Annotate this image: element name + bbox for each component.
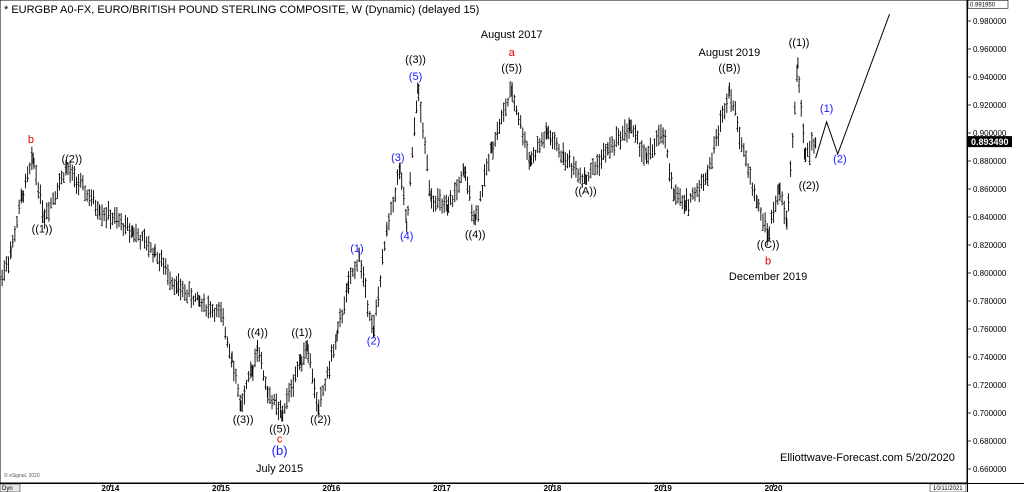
dyn-label: Dyn [2,486,13,492]
wave-label: b [765,256,771,268]
wave-label: ((B)) [718,62,740,74]
x-tick-label: 2015 [212,484,230,492]
y-tick-label: 0.760000 [973,325,1007,334]
dyn-box[interactable] [0,483,21,492]
y-tick-label: 0.860000 [973,185,1007,194]
x-tick-label: 2014 [102,484,120,492]
wave-label: ((4)) [247,327,268,339]
y-tick-label: 0.700000 [973,409,1007,418]
wave-label: ((C)) [757,239,780,251]
svg-text:0.991950: 0.991950 [970,2,996,8]
wave-label: August 2017 [481,29,543,41]
wave-label: ((2)) [799,180,820,192]
y-tick-label: 0.920000 [973,101,1007,110]
x-tick-label: 2017 [433,484,451,492]
x-tick-label: 2018 [544,484,562,492]
wave-label: (5) [409,71,422,83]
x-tick-label: 2020 [765,484,783,492]
y-tick-label: 0.980000 [973,17,1007,26]
projection-line [815,13,891,159]
wave-label: (1) [820,103,833,115]
wave-label: (1) [350,243,363,255]
wave-label: ((5)) [501,62,522,74]
wave-label: ((3)) [405,54,426,66]
wave-label: ((1)) [789,37,810,49]
projection-path [815,13,891,159]
plot-frame [0,0,968,484]
wave-label: (3) [391,152,404,164]
credit-text: Elliottwave-Forecast.com 5/20/2020 [780,452,955,464]
price-bars [0,57,817,422]
y-tick-label: 0.960000 [973,45,1007,54]
date-box-label: 10/11/2021 [933,486,963,492]
copyright-text: © eSignal, 2020 [4,472,40,479]
y-tick-label: 0.660000 [973,465,1007,474]
y-tick-label: 0.940000 [973,73,1007,82]
x-tick-label: 2019 [654,484,672,492]
wave-label: July 2015 [256,463,303,475]
y-tick-label: 0.820000 [973,241,1007,250]
wave-label: August 2019 [699,47,761,59]
wave-label: ((1)) [32,223,53,235]
top-price-marker: 0.991950 [967,0,1009,9]
chart-title: * EURGBP A0-FX, EURO/BRITISH POUND STERL… [4,4,479,16]
wave-label: (2) [833,153,846,165]
y-axis-ticks: 0.660000 0.680000 0.700000 0.720000 0.740000… [967,17,1007,474]
wave-label: ((4)) [465,229,486,241]
wave-annotations: b((2))((1))((4)) ((1))((3)) ((2))((5))c(b)… [28,29,847,475]
wave-label: c [277,433,283,445]
wave-label: (b) [272,443,288,458]
last-price-marker: 0.893490 [968,136,1012,148]
x-axis-ticks: 2014 2015 2016 2017 2018 2019 2020 [102,483,783,492]
wave-label: (4) [400,230,413,242]
y-tick-label: 0.680000 [973,437,1007,446]
date-box [929,483,967,492]
y-tick-label: 0.720000 [973,381,1007,390]
y-tick-label: 0.780000 [973,297,1007,306]
wave-label: (2) [367,335,380,347]
wave-label: ((3)) [233,414,254,426]
y-tick-label: 0.740000 [973,353,1007,362]
wave-label: ((A)) [575,186,597,198]
y-tick-label: 0.800000 [973,269,1007,278]
wave-label: a [509,47,516,59]
wave-label: ((1)) [291,327,312,339]
svg-text:0.893490: 0.893490 [971,137,1009,147]
y-tick-label: 0.880000 [973,157,1007,166]
wave-label: ((2)) [61,153,82,165]
wave-label: b [28,134,34,146]
wave-label: ((2)) [310,414,331,426]
y-tick-label: 0.900000 [973,129,1007,138]
y-tick-label: 0.840000 [973,213,1007,222]
x-tick-label: 2016 [323,484,341,492]
wave-label: December 2019 [729,271,807,283]
wave-label: ((5)) [269,424,290,436]
